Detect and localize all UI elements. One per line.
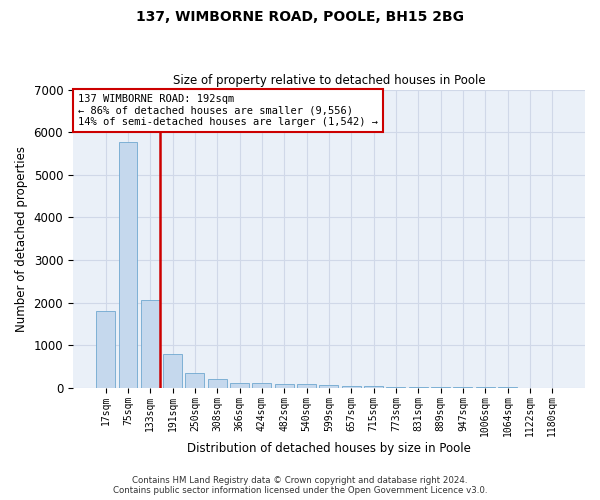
Bar (208, 379, 227, 388)
Bar (141, 300, 160, 388)
Bar (409, 387, 428, 388)
Bar (364, 386, 383, 388)
Title: Size of property relative to detached houses in Poole: Size of property relative to detached ho… (173, 74, 485, 87)
Bar (163, 354, 182, 388)
Text: 137, WIMBORNE ROAD, POOLE, BH15 2BG: 137, WIMBORNE ROAD, POOLE, BH15 2BG (136, 10, 464, 24)
X-axis label: Distribution of detached houses by size in Poole: Distribution of detached houses by size … (187, 442, 471, 455)
Bar (342, 386, 361, 388)
Bar (275, 384, 294, 388)
Bar (230, 382, 249, 388)
Bar (185, 372, 205, 388)
Bar (297, 384, 316, 388)
Text: Contains HM Land Registry data © Crown copyright and database right 2024.
Contai: Contains HM Land Registry data © Crown c… (113, 476, 487, 495)
Text: 137 WIMBORNE ROAD: 192sqm
← 86% of detached houses are smaller (9,556)
14% of se: 137 WIMBORNE ROAD: 192sqm ← 86% of detac… (78, 94, 378, 127)
Y-axis label: Number of detached properties: Number of detached properties (15, 146, 28, 332)
Bar (253, 384, 271, 388)
Bar (96, 312, 115, 388)
Bar (119, 142, 137, 388)
Bar (386, 387, 406, 388)
Bar (319, 386, 338, 388)
